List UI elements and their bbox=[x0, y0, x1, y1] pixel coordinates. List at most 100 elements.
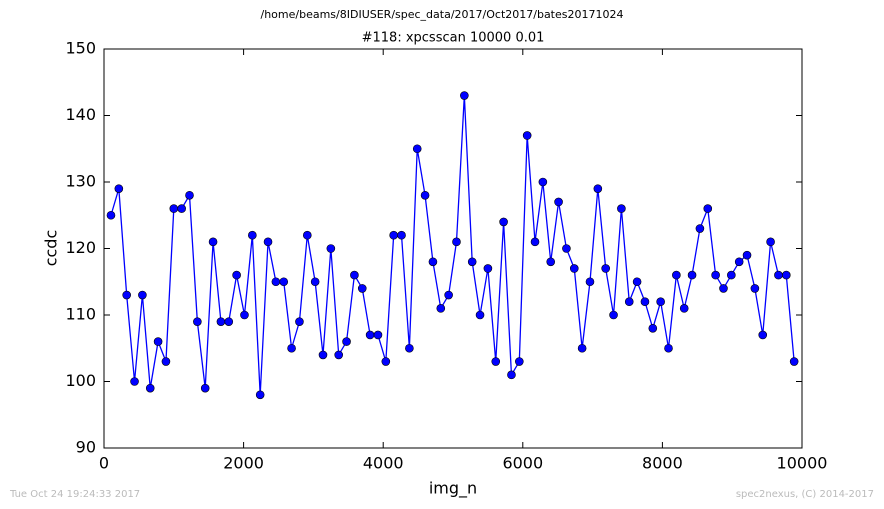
data-point bbox=[475, 310, 485, 320]
data-point bbox=[664, 343, 673, 353]
data-point bbox=[499, 217, 508, 227]
data-point bbox=[295, 317, 304, 326]
data-point bbox=[562, 244, 571, 253]
data-point bbox=[153, 337, 163, 346]
data-point bbox=[617, 204, 626, 213]
data-point bbox=[624, 297, 634, 307]
data-point bbox=[766, 237, 775, 247]
data-point bbox=[734, 257, 744, 267]
data-point bbox=[420, 191, 430, 200]
plot-frame bbox=[103, 48, 803, 449]
data-point bbox=[703, 204, 713, 213]
data-point bbox=[177, 204, 186, 213]
x-tick-label: 4000 bbox=[363, 454, 404, 473]
data-point bbox=[585, 277, 595, 287]
data-point bbox=[342, 337, 351, 346]
data-point bbox=[279, 277, 289, 287]
data-point bbox=[672, 270, 681, 280]
data-point bbox=[208, 237, 218, 247]
data-point bbox=[538, 177, 548, 187]
data-point bbox=[255, 390, 265, 400]
data-point bbox=[263, 237, 273, 247]
data-point bbox=[326, 244, 336, 253]
data-point bbox=[114, 184, 124, 193]
x-tick-label: 6000 bbox=[502, 454, 543, 473]
data-point bbox=[193, 317, 202, 326]
data-point bbox=[609, 310, 618, 320]
data-point bbox=[232, 270, 241, 280]
data-point bbox=[460, 91, 469, 100]
x-tick-label: 10000 bbox=[777, 454, 828, 473]
x-tick-label: 2000 bbox=[223, 454, 264, 473]
data-point bbox=[216, 317, 226, 326]
data-point bbox=[554, 197, 563, 207]
data-point bbox=[656, 297, 665, 307]
data-point bbox=[507, 370, 516, 380]
data-point bbox=[428, 257, 438, 267]
data-point bbox=[530, 237, 540, 247]
data-point bbox=[648, 323, 658, 333]
data-point bbox=[491, 357, 501, 366]
data-point bbox=[271, 277, 281, 287]
data-point bbox=[750, 284, 760, 293]
data-point bbox=[719, 284, 728, 293]
y-tick-label: 120 bbox=[65, 238, 96, 257]
data-point bbox=[161, 357, 171, 366]
data-point bbox=[640, 297, 650, 307]
data-point bbox=[334, 350, 344, 360]
data-point bbox=[601, 264, 610, 273]
suptitle: /home/beams/8IDIUSER/spec_data/2017/Oct2… bbox=[261, 8, 624, 21]
data-point bbox=[185, 191, 194, 200]
data-point bbox=[789, 357, 799, 366]
data-point bbox=[397, 230, 406, 240]
data-point bbox=[467, 257, 477, 267]
data-point bbox=[248, 230, 257, 240]
data-point bbox=[302, 230, 312, 240]
y-tick-label: 110 bbox=[65, 305, 96, 324]
y-tick-label: 140 bbox=[65, 105, 96, 124]
data-point bbox=[122, 290, 131, 300]
data-point bbox=[444, 290, 453, 300]
data-point bbox=[240, 310, 249, 320]
data-point bbox=[695, 224, 705, 233]
data-point bbox=[287, 343, 296, 353]
data-point bbox=[758, 330, 768, 340]
data-point bbox=[483, 264, 493, 273]
footer-right: spec2nexus, (C) 2014-2017 bbox=[736, 489, 874, 500]
data-point bbox=[515, 357, 524, 366]
data-point bbox=[593, 184, 603, 193]
data-point bbox=[577, 343, 587, 353]
data-point bbox=[687, 270, 697, 280]
x-tick-label: 0 bbox=[99, 454, 109, 473]
chart-title: #118: xpcsscan 10000 0.01 bbox=[362, 31, 545, 46]
y-tick-label: 130 bbox=[65, 172, 96, 191]
data-point bbox=[452, 237, 461, 247]
y-tick-label: 150 bbox=[65, 39, 96, 58]
data-point bbox=[412, 144, 422, 154]
data-point bbox=[318, 350, 328, 360]
data-point bbox=[679, 304, 689, 313]
data-point bbox=[436, 304, 446, 313]
data-point bbox=[405, 343, 414, 353]
data-point bbox=[365, 330, 375, 340]
data-point bbox=[130, 377, 139, 386]
data-point bbox=[632, 277, 642, 287]
data-point bbox=[357, 284, 367, 293]
data-point bbox=[145, 383, 155, 393]
data-point bbox=[774, 270, 783, 280]
data-point bbox=[711, 270, 720, 280]
data-point bbox=[310, 277, 320, 287]
y-axis-label: ccdc bbox=[42, 230, 61, 267]
x-axis-label: img_n bbox=[429, 479, 477, 499]
x-tick-label: 8000 bbox=[642, 454, 683, 473]
y-tick-label: 100 bbox=[65, 371, 96, 390]
data-point bbox=[106, 210, 116, 220]
data-point bbox=[569, 264, 579, 273]
data-point bbox=[727, 270, 736, 280]
data-point bbox=[389, 230, 398, 240]
data-point bbox=[522, 131, 532, 140]
data-point bbox=[200, 383, 210, 393]
data-point bbox=[742, 250, 752, 260]
